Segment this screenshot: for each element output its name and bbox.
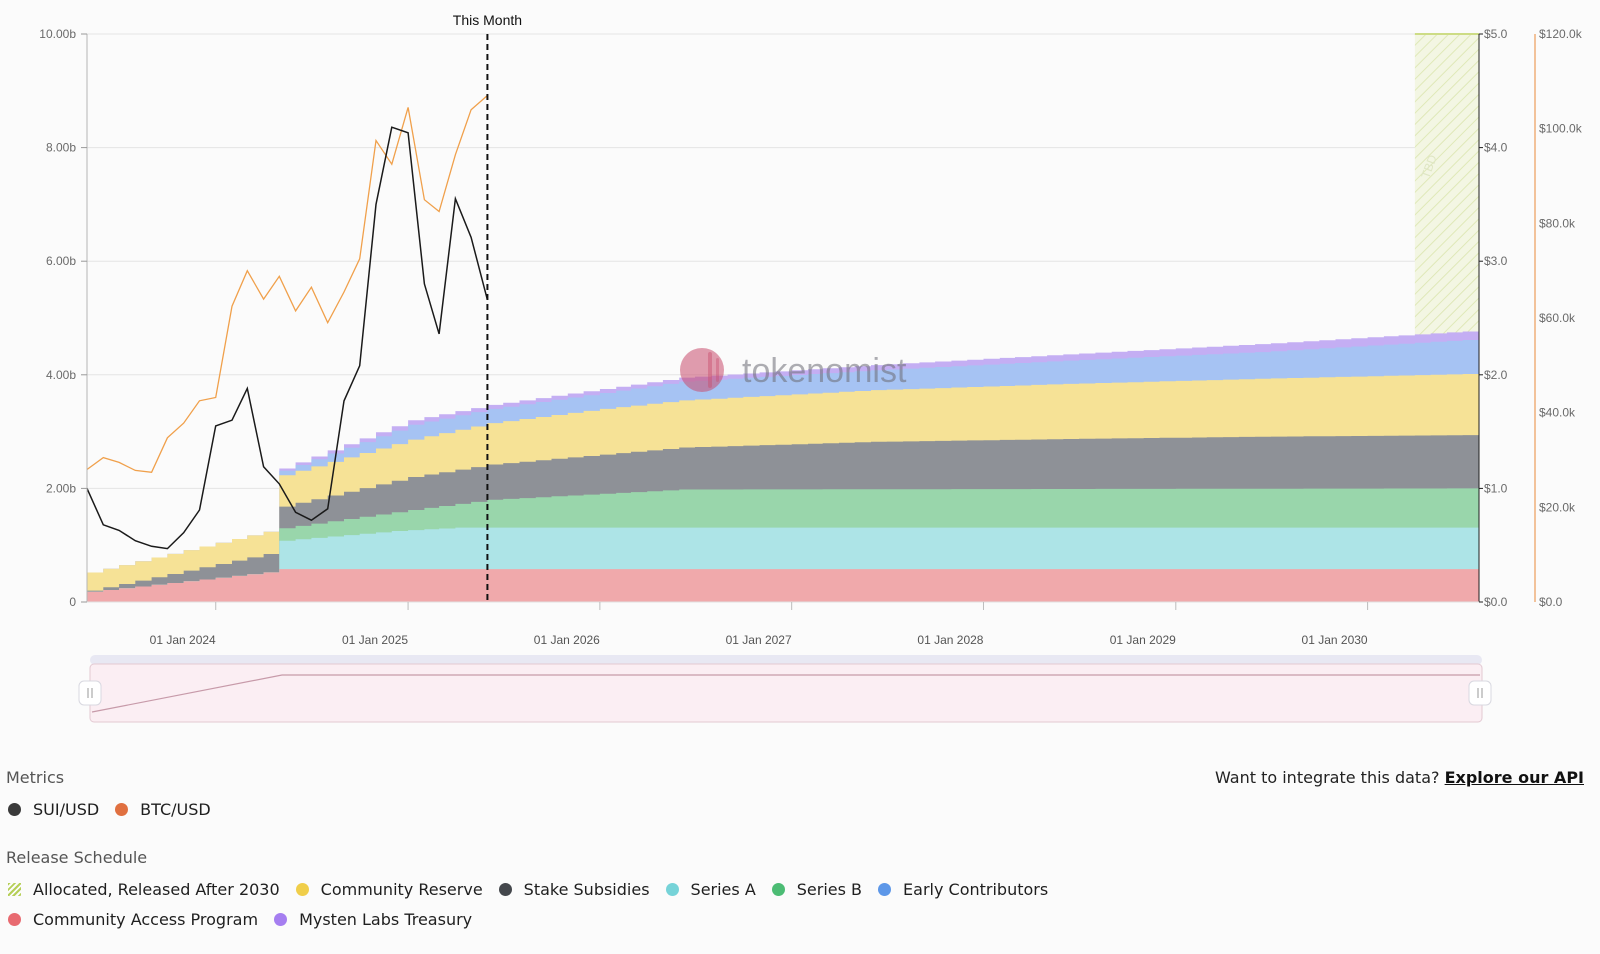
y-left-tick-label: 6.00b [46,254,76,268]
legend-label: BTC/USD [140,800,211,819]
api-promo: Want to integrate this data? Explore our… [1215,768,1584,787]
this-month-label: This Month [453,12,522,28]
navigator-scrollbar [90,655,1482,665]
y-right-btc-tick-label: $20.0k [1539,500,1576,514]
y-right-btc-tick-label: $120.0k [1539,27,1583,41]
legend-label: Community Access Program [33,910,259,929]
legend-panel: Metrics Want to integrate this data? Exp… [0,740,1600,954]
y-left-tick-label: 2.00b [46,481,76,495]
navigator-handle-left [78,680,102,706]
y-left-tick-label: 0 [69,595,76,609]
release-areas [87,330,1479,602]
x-tick-label: 01 Jan 2028 [917,633,983,647]
legend-item-community-access-program[interactable]: Community Access Program [8,910,258,929]
metrics-title: Metrics [6,768,65,787]
y-right-usd-tick-label: $2.0 [1484,368,1508,382]
x-tick-label: 01 Jan 2029 [1110,633,1176,647]
legend-item-early-contributors[interactable]: Early Contributors [878,880,1048,899]
legend-swatch [295,883,309,896]
y-right-usd-tick-label: $1.0 [1484,481,1508,495]
navigator-handle-right [1468,680,1492,706]
y-right-btc-tick-label: $0.0 [1539,595,1563,609]
chart-axes: 0 2.00b 4.00b 6.00b 8.00b 10.00b $0.0 $1.0 $2.0 $… [39,27,1582,647]
legend-label: Early Contributors [903,880,1049,899]
release-title: Release Schedule [6,848,148,867]
y-right-btc-tick-label: $80.0k [1539,216,1576,230]
range-navigator[interactable] [78,655,1492,723]
y-left-tick-label: 8.00b [46,141,76,155]
y-right-usd-tick-label: $5.0 [1484,27,1508,41]
legend-swatch [878,883,892,896]
release-chart: TBD tokenomist 02.00b4.00b6.00b8.00b10.0… [39,12,1583,723]
navigator-selection [89,663,1483,723]
legend-item-allocated-released-after-2030[interactable]: Allocated, Released After 2030 [8,880,280,899]
legend-swatch [8,913,21,926]
y-left-tick-label: 4.00b [46,368,76,382]
sui-usd-line [86,126,489,550]
legend-item-btc-usd[interactable]: BTC/USD [115,800,211,819]
y-right-btc-tick-label: $100.0k [1539,122,1583,136]
release-legend-row-2: Community Access Program Mysten Labs Trea… [8,910,488,929]
legend-swatch [8,803,21,816]
price-lines [86,95,489,550]
legend-label: Mysten Labs Treasury [299,910,473,929]
y-right-usd-tick-label: $0.0 [1484,595,1508,609]
y-right-btc-tick-label: $40.0k [1539,406,1576,420]
explore-api-link[interactable]: Explore our API [1444,768,1584,787]
metrics-legend: SUI/USD BTC/USD [8,800,227,819]
x-tick-label: 01 Jan 2027 [726,633,792,647]
x-tick-label: 01 Jan 2024 [150,633,216,647]
legend-swatch [771,883,785,896]
legend-swatch [665,883,679,896]
legend-swatch [498,883,512,896]
api-prompt: Want to integrate this data? [1214,768,1440,787]
legend-label: Community Reserve [320,880,483,899]
legend-item-series-a[interactable]: Series A [665,880,756,899]
area-community-access-program [87,569,1479,602]
legend-swatch [115,803,129,816]
btc-usd-line [86,95,488,474]
x-tick-label: 01 Jan 2026 [534,633,600,647]
legend-swatch [274,913,288,926]
tokenomist-watermark: tokenomist [680,348,907,392]
y-left-tick-label: 10.00b [39,27,76,41]
y-right-usd-tick-label: $3.0 [1484,254,1508,268]
svg-text:tokenomist: tokenomist [742,352,907,390]
this-month-marker: This Month [453,12,522,602]
y-right-usd-tick-label: $4.0 [1484,141,1508,155]
legend-label: Stake Subsidies [523,880,650,899]
y-right-btc-tick-label: $60.0k [1539,311,1576,325]
release-legend-row-1: Allocated, Released After 2030 Community … [8,880,1064,899]
legend-item-mysten-labs-treasury[interactable]: Mysten Labs Treasury [274,910,472,929]
legend-label: Series B [796,880,863,899]
legend-label: Series A [690,880,756,899]
legend-swatch [8,883,21,896]
legend-item-stake-subsidies[interactable]: Stake Subsidies [498,880,650,899]
legend-label: Allocated, Released After 2030 [33,880,280,899]
legend-label: SUI/USD [33,800,100,819]
navigator-series [91,674,1480,713]
legend-item-series-b[interactable]: Series B [771,880,863,899]
x-tick-label: 01 Jan 2025 [342,633,408,647]
x-tick-label: 01 Jan 2030 [1302,633,1368,647]
legend-item-community-reserve[interactable]: Community Reserve [295,880,483,899]
legend-item-sui-usd[interactable]: SUI/USD [8,800,99,819]
